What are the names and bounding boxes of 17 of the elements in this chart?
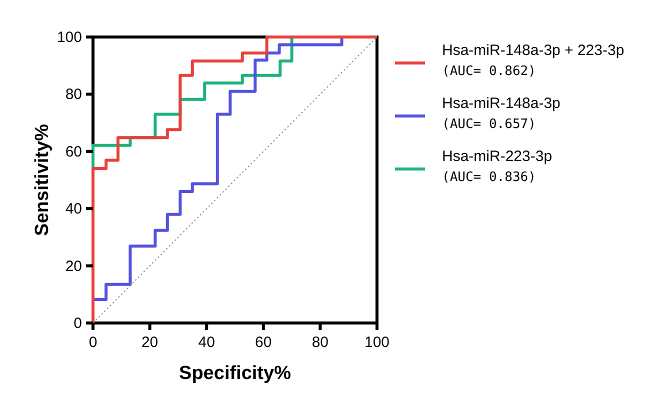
legend-label: Hsa-miR-223-3p (AUC= 0.836) xyxy=(442,148,552,185)
x-axis-title: Specificity% xyxy=(179,363,292,384)
x-tick-label: 0 xyxy=(88,334,98,351)
x-tick-label: 80 xyxy=(312,334,329,351)
y-axis-title: Sensitivity% xyxy=(32,124,53,236)
x-tick-label: 100 xyxy=(364,334,390,351)
x-tick-label: 20 xyxy=(141,334,158,351)
y-tick-label: 20 xyxy=(65,258,82,275)
x-tick-label: 40 xyxy=(198,334,215,351)
y-tick-label: 80 xyxy=(65,86,82,104)
y-tick-label: 60 xyxy=(65,143,82,160)
y-tick-label: 40 xyxy=(65,200,82,218)
y-tick-label: 100 xyxy=(56,29,82,46)
x-tick-label: 60 xyxy=(255,334,272,351)
legend-label: Hsa-miR-148a-3p + 223-3p (AUC= 0.862) xyxy=(442,42,624,79)
y-tick-label: 0 xyxy=(74,315,82,332)
legend-label: Hsa-miR-148a-3p (AUC= 0.657) xyxy=(442,95,560,132)
